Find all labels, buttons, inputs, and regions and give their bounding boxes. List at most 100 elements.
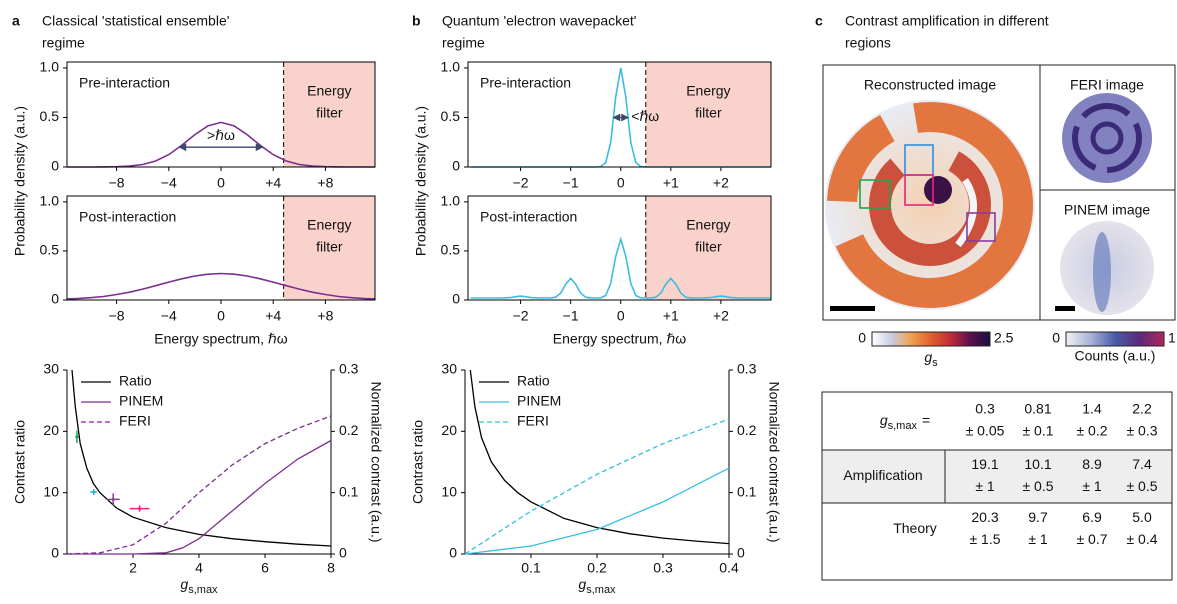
region-box xyxy=(966,212,996,242)
legend-label: FERI xyxy=(119,413,151,429)
table-cell: ± 0.3 xyxy=(1126,423,1157,439)
curve xyxy=(66,272,376,300)
plot-label: Pre-interaction xyxy=(79,75,170,91)
x-tick-label: +8 xyxy=(317,175,333,191)
x-tick-label: +1 xyxy=(663,175,679,191)
colorbar-label: gs xyxy=(924,349,938,369)
colorbar-label-subscript: s xyxy=(932,357,938,369)
y2-tick-label: 0 xyxy=(737,545,745,561)
y-tick-label: 1.0 xyxy=(441,59,461,75)
legend-label: Ratio xyxy=(517,373,550,389)
curve xyxy=(470,236,771,299)
filter-label: Energy xyxy=(686,83,730,99)
spiral-inner xyxy=(869,144,991,266)
x-tick-label: +4 xyxy=(265,175,281,191)
panel-letter: a xyxy=(12,13,20,29)
x-tick-label: −1 xyxy=(563,175,579,191)
plot-frame xyxy=(66,195,376,301)
x-tick-label: 4 xyxy=(195,560,203,576)
x-axis-label: gs,max xyxy=(180,576,218,596)
table-cell: 6.9 xyxy=(1082,509,1102,525)
plot-frame xyxy=(467,61,772,168)
x-axis-label-symbol: g xyxy=(180,576,188,592)
x-tick-label: 8 xyxy=(327,560,335,576)
x-tick-label: −4 xyxy=(161,308,177,324)
x-tick-label: +2 xyxy=(713,308,729,324)
energy-filter xyxy=(283,62,375,167)
colorbar xyxy=(871,331,991,347)
table-cell: 0.81 xyxy=(1024,401,1051,417)
y-tick-label: 0 xyxy=(51,291,59,307)
spiral-core xyxy=(924,176,952,204)
y2-tick-label: 0 xyxy=(339,545,347,561)
row-label: gs,max = xyxy=(880,412,930,432)
y-tick-label: 10 xyxy=(441,483,457,499)
x-tick-label: +1 xyxy=(663,308,679,324)
energy-filter xyxy=(645,62,771,167)
panel-title: Classical 'statistical ensemble' xyxy=(42,13,229,29)
table-cell: ± 1.5 xyxy=(969,531,1000,547)
x-tick-label: 0 xyxy=(217,308,225,324)
spiral-gap xyxy=(955,178,977,248)
row-label: Amplification xyxy=(843,467,922,483)
x-axis-label: gs,max xyxy=(578,576,616,596)
filter-label: filter xyxy=(695,239,722,255)
x-tick-label: −4 xyxy=(161,175,177,191)
x-axis-label-subscript: s,max xyxy=(188,584,218,596)
y-tick-label: 0 xyxy=(452,291,460,307)
x-tick-label: +4 xyxy=(265,308,281,324)
y2-axis-label: Normalized contrast (a.u.) xyxy=(368,381,384,542)
colorbar xyxy=(1065,331,1165,347)
colorbar-tick-label: 0 xyxy=(858,330,866,346)
table-frame xyxy=(821,391,1173,581)
plot-label: Post-interaction xyxy=(480,209,577,225)
curve xyxy=(66,415,332,555)
x-axis-label: Energy spectrum, ℏω xyxy=(553,331,686,347)
table-cell: 10.1 xyxy=(1024,456,1051,472)
plot-label: Post-interaction xyxy=(79,209,176,225)
table-cell: 2.2 xyxy=(1132,401,1152,417)
width-label: >ℏω xyxy=(207,127,235,143)
colorbar-tick-label: 1 xyxy=(1168,330,1176,346)
pinem-band xyxy=(1093,232,1111,312)
energy-filter xyxy=(283,196,375,300)
row-label-symbol: g xyxy=(880,412,888,428)
panel-title: regions xyxy=(845,35,891,51)
y2-tick-label: 0.2 xyxy=(737,422,757,438)
spiral-outer xyxy=(827,102,1033,308)
curve xyxy=(464,418,730,555)
region-box xyxy=(904,174,934,206)
y-tick-label: 0 xyxy=(449,545,457,561)
y2-tick-label: 0.2 xyxy=(339,422,359,438)
table-cell: 5.0 xyxy=(1132,509,1152,525)
y2-axis-label: Normalized contrast (a.u.) xyxy=(766,381,782,542)
table-cell: ± 0.05 xyxy=(966,423,1005,439)
colorbar-tick-label: 2.5 xyxy=(994,330,1014,346)
data-point xyxy=(111,497,115,501)
x-tick-label: −2 xyxy=(513,308,529,324)
y2-tick-label: 0.1 xyxy=(339,483,359,499)
table-cell: 20.3 xyxy=(971,509,998,525)
y-tick-label: 1.0 xyxy=(40,193,60,209)
plot-frame xyxy=(467,195,772,301)
filter-label: Energy xyxy=(307,83,351,99)
filter-label: Energy xyxy=(686,217,730,233)
feri-ring xyxy=(1072,103,1142,173)
legend-label: PINEM xyxy=(119,393,163,409)
feri-ring xyxy=(1090,121,1124,155)
row-label: Theory xyxy=(893,520,937,536)
data-point xyxy=(92,490,96,494)
x-tick-label: 0.1 xyxy=(521,560,541,576)
colorbar-label-symbol: g xyxy=(924,349,932,365)
filter-label: Energy xyxy=(307,217,351,233)
y2-tick-label: 0.3 xyxy=(737,361,757,377)
x-tick-label: 0.3 xyxy=(653,560,673,576)
y-tick-label: 0 xyxy=(452,158,460,174)
x-axis-label: Energy spectrum, ℏω xyxy=(154,331,287,347)
table-cell: ± 0.2 xyxy=(1076,423,1107,439)
x-tick-label: 0 xyxy=(617,308,625,324)
y-axis-label: Probability density (a.u.) xyxy=(12,106,28,256)
x-tick-label: 0.2 xyxy=(587,560,607,576)
scale-bar xyxy=(1055,306,1075,311)
